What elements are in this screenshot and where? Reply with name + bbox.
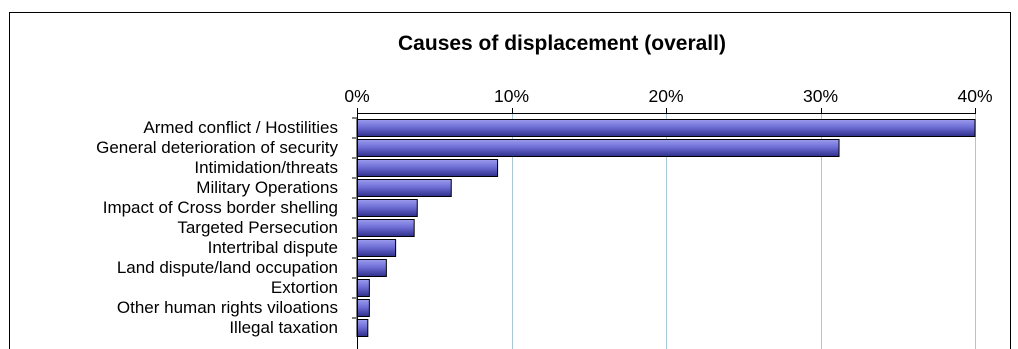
category-label: Other human rights viloations [117,298,338,317]
category-label: Extortion [271,278,338,297]
bar [356,159,499,177]
bar [356,179,452,197]
bar [356,319,369,337]
bar [356,199,418,217]
category-label: Illegal taxation [229,318,338,337]
category-label: Targeted Persecution [177,218,338,237]
x-tick-label: 30% [803,86,838,106]
bar [356,119,976,137]
category-label: Land dispute/land occupation [117,258,338,277]
bar [356,239,397,257]
x-tick-label: 10% [494,86,529,106]
category-label: Intimidation/threats [194,158,338,177]
chart-title: Causes of displacement (overall) [398,32,726,55]
category-label: Impact of Cross border shelling [103,198,338,217]
x-tick-label: 0% [344,86,369,106]
bar [356,279,370,297]
axes [352,113,976,349]
category-label: General deterioration of security [96,138,338,157]
x-tick-label: 20% [648,86,683,106]
bar [356,259,387,277]
chart-area-border [9,12,1011,349]
category-label: Intertribal dispute [208,238,338,257]
bars [356,119,976,337]
category-label: Armed conflict / Hostilities [143,118,338,137]
x-tick-label: 40% [957,86,992,106]
bar [356,219,415,237]
bar [356,299,370,317]
bar [356,139,840,157]
x-axis-ticks: 0% 10% 20% 30% 40% [344,86,993,113]
category-label: Military Operations [196,178,338,197]
